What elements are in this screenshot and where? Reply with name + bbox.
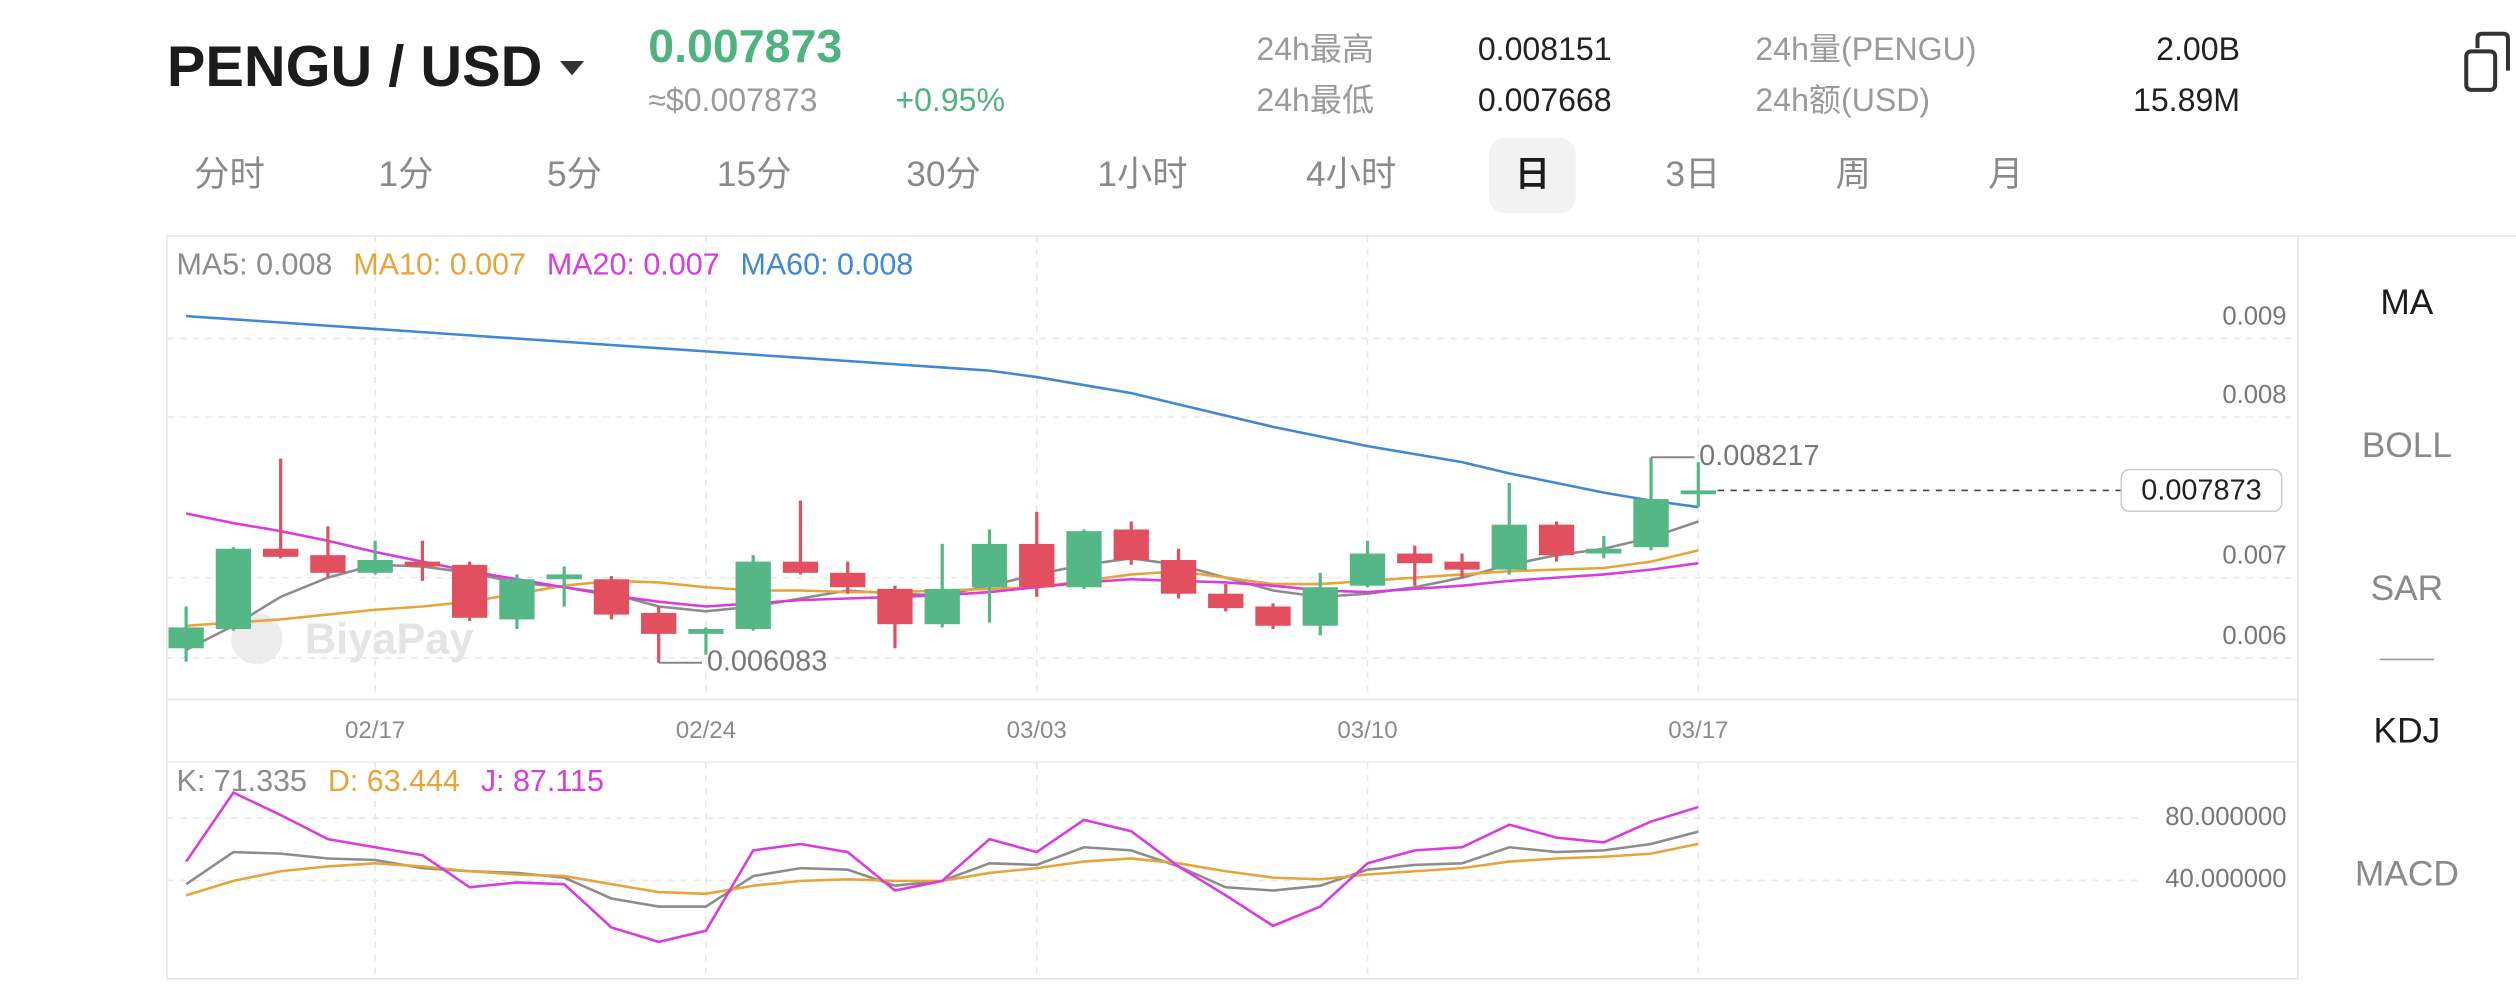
y-tick-label: 40.000000 xyxy=(2165,865,2286,893)
indicator-option[interactable]: SAR xyxy=(2371,569,2444,608)
candle-body xyxy=(404,561,441,567)
last-price: 0.007873 xyxy=(648,20,842,72)
candle-body xyxy=(1538,524,1575,556)
watermark: BiyaPay xyxy=(305,615,474,663)
stat-label: 24h最高 xyxy=(1256,31,1374,67)
y-tick-label: 0.006 xyxy=(2222,622,2286,650)
candle-body xyxy=(735,561,771,630)
stat-value: 2.00B xyxy=(2156,31,2240,67)
candle-body xyxy=(593,579,630,615)
legend-entry: MA10: 0.007 xyxy=(353,247,526,281)
price-change: +0.95% xyxy=(895,82,1005,118)
tab[interactable]: 1小时 xyxy=(1097,155,1187,194)
candle-body xyxy=(877,588,913,625)
x-tick-label: 03/10 xyxy=(1337,717,1397,744)
current-price-label: 0.007873 xyxy=(2141,475,2261,507)
tab-selected-bg xyxy=(1489,137,1576,214)
legend-entry: MA60: 0.008 xyxy=(740,247,913,281)
tab[interactable]: 3日 xyxy=(1665,155,1720,194)
ma-line xyxy=(186,314,1699,509)
tab[interactable]: 30分 xyxy=(906,155,981,194)
candle-body xyxy=(310,555,346,573)
stat-value: 0.007668 xyxy=(1478,82,1612,118)
y-tick-label: 0.008 xyxy=(2222,381,2286,409)
tab[interactable]: 分时 xyxy=(194,155,265,194)
tab[interactable]: 月 xyxy=(1988,155,2023,194)
candle-body xyxy=(452,564,488,618)
y-tick-label: 0.007 xyxy=(2222,542,2286,570)
legend-entry: K: 71.335 xyxy=(177,764,307,798)
x-tick-label: 03/17 xyxy=(1668,717,1728,744)
candle-body xyxy=(1444,561,1480,570)
candle-body xyxy=(357,560,393,573)
candle-body xyxy=(1633,499,1669,548)
candle-body xyxy=(1349,553,1386,586)
candle-body xyxy=(688,629,724,634)
stat-value: 0.008151 xyxy=(1478,31,1612,67)
legend-entry: J: 87.115 xyxy=(481,764,604,798)
y-tick-label: 0.009 xyxy=(2222,302,2286,330)
high-marker-label: 0.008217 xyxy=(1699,440,1819,472)
current-price-box xyxy=(2120,468,2283,513)
candle-body xyxy=(1586,548,1622,554)
candle-body xyxy=(641,612,677,634)
legend-entry: MA5: 0.008 xyxy=(177,247,333,281)
candle-body xyxy=(1208,593,1244,609)
stat-label: 24h最低 xyxy=(1256,82,1374,118)
dropdown-arrow[interactable] xyxy=(560,60,585,76)
candle-body xyxy=(546,574,582,580)
stat-value: 15.89M xyxy=(2133,82,2240,118)
x-tick-label: 02/17 xyxy=(345,717,405,744)
low-marker-label: 0.006083 xyxy=(707,645,827,677)
indicator-option[interactable]: MA xyxy=(2380,283,2433,322)
candle-body xyxy=(1302,587,1338,626)
tab[interactable]: 15分 xyxy=(717,155,792,194)
candle-body xyxy=(1491,524,1527,570)
candle-body xyxy=(1019,543,1055,588)
stat-label: 24h量(PENGU) xyxy=(1755,31,1976,67)
candle-body xyxy=(215,548,252,630)
stat-label: 24h额(USD) xyxy=(1755,82,1930,118)
candle-body xyxy=(924,588,960,625)
candle-body xyxy=(499,579,535,620)
candle-body xyxy=(1113,529,1149,560)
candle-body xyxy=(1160,560,1197,594)
approx-price: ≈$0.007873 xyxy=(648,82,817,118)
legend-entry: MA20: 0.007 xyxy=(547,247,720,281)
tab[interactable]: 1分 xyxy=(378,155,433,194)
y-tick-label: 80.000000 xyxy=(2165,803,2286,831)
candle-body xyxy=(1255,606,1291,626)
tab[interactable]: 周 xyxy=(1836,155,1871,194)
candle-body xyxy=(1680,490,1716,495)
x-tick-label: 03/03 xyxy=(1007,717,1067,744)
candle-body xyxy=(1066,531,1102,588)
share-icon[interactable] xyxy=(2464,31,2510,92)
indicator-option[interactable]: KDJ xyxy=(2374,712,2441,751)
x-tick-label: 02/24 xyxy=(676,717,736,744)
legend-entry: D: 63.444 xyxy=(328,764,460,798)
candle-body xyxy=(262,548,299,557)
tab[interactable]: 日 xyxy=(1515,155,1550,194)
indicator-option[interactable]: BOLL xyxy=(2362,426,2452,465)
candle-body xyxy=(168,627,204,649)
indicator-option[interactable]: MACD xyxy=(2355,854,2459,893)
tab[interactable]: 5分 xyxy=(547,155,602,194)
candle-body xyxy=(830,572,866,588)
kdj-line xyxy=(185,790,1699,944)
tab[interactable]: 4小时 xyxy=(1306,155,1396,194)
candle-body xyxy=(971,543,1008,588)
candle-body xyxy=(782,561,819,573)
symbol[interactable]: PENGU / USD xyxy=(167,35,542,99)
candle-body xyxy=(1397,553,1433,564)
